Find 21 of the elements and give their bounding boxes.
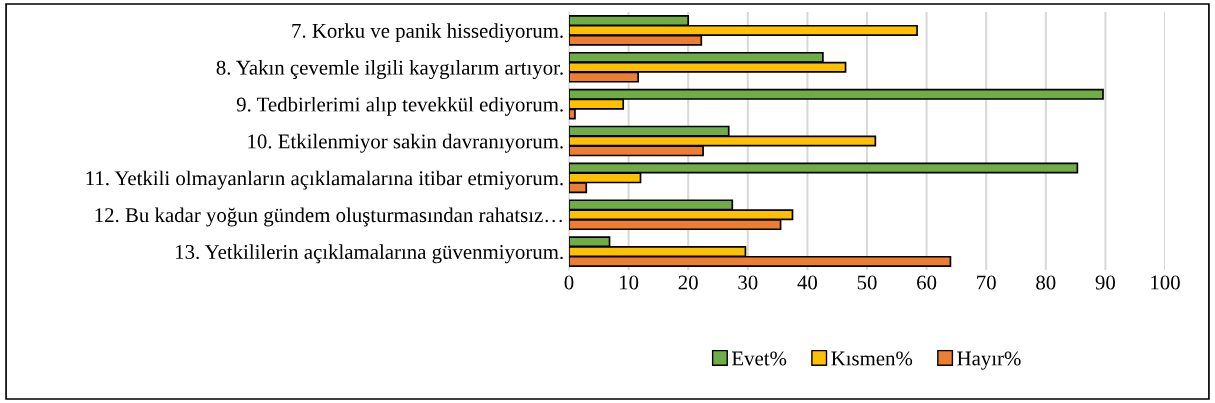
legend-label: Hayır% — [957, 351, 1021, 370]
legend-label: Kısmen% — [831, 351, 913, 366]
y-tick-label: 11. Yetkili olmayanların açıklamalarına itibar etmiyorum. — [86, 170, 563, 190]
x-tick-label: 50 — [857, 275, 877, 290]
y-tick-label: 7. Korku ve panik hissediyorum. — [292, 23, 563, 43]
x-tick-label: 90 — [1095, 275, 1116, 290]
y-tick-label: 9. Tedbirlerimi alıp tevekkül ediyorum. — [236, 96, 563, 116]
x-tick-label: 30 — [738, 275, 758, 290]
x-tick-label: 40 — [797, 275, 818, 290]
x-tick-label: 10 — [620, 275, 639, 290]
x-tick-label: 0 — [564, 275, 574, 290]
x-tick-label: 60 — [917, 275, 937, 290]
x-tick-label: 80 — [1036, 275, 1056, 290]
y-tick-label: 8. Yakın çevemle ilgili kaygılarım artıyor. — [216, 60, 563, 80]
x-tick-label: 70 — [977, 275, 996, 290]
x-tick-label: 20 — [678, 275, 698, 290]
y-tick-label: 10. Etkilenmiyor sakin davranıyorum. — [248, 133, 563, 153]
x-tick-label: 100 — [1151, 275, 1180, 290]
legend-label: Evet% — [731, 351, 787, 366]
y-tick-label: 12. Bu kadar yoğun gündem oluşturmasından rahatsız… — [95, 207, 562, 227]
y-tick-label: 13. Yetkililerin açıklamalarına güvenmiyorum. — [176, 244, 563, 264]
